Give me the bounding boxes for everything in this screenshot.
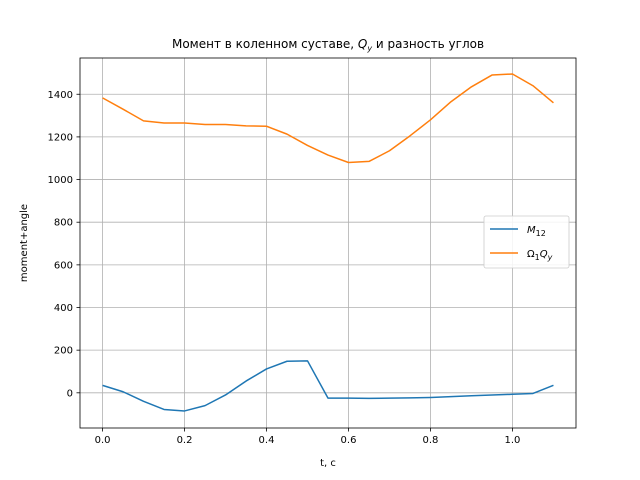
tick-labels: 0.0 0.2 0.4 0.6 0.8 1.0 0 200 400 600 800 1000 1200 1… — [48, 90, 521, 446]
x-tick-label: 0.6 — [341, 435, 357, 446]
y-tick-label: 400 — [54, 303, 73, 314]
y-tick-label: 600 — [54, 260, 73, 271]
x-tick-label: 0.0 — [95, 435, 111, 446]
x-tick-label: 0.2 — [177, 435, 193, 446]
plot-frame — [79, 57, 577, 429]
legend-box — [483, 215, 570, 269]
y-tick-label: 1000 — [48, 175, 73, 186]
y-tick-label: 800 — [54, 218, 73, 229]
x-tick-label: 0.4 — [259, 435, 275, 446]
x-axis-label: t, c — [320, 458, 336, 469]
y-tick-label: 1400 — [48, 90, 73, 101]
y-tick-label: 0 — [67, 388, 73, 399]
y-tick-label: 200 — [54, 346, 73, 357]
series-line-omega-qy — [102, 73, 554, 164]
y-tick-label: 1200 — [48, 132, 73, 143]
y-axis-label: moment+angle — [19, 204, 30, 282]
chart-title: Момент в коленном суставе, Qy и разность… — [172, 37, 484, 53]
x-tick-label: 0.8 — [423, 435, 439, 446]
series-line-m12 — [102, 360, 554, 412]
legend-label-omega-qy: Ω1Qy — [527, 249, 553, 262]
series-lines — [102, 73, 554, 412]
legend-label-m12: M12 — [527, 225, 546, 238]
legend: M12 Ω1Qy — [483, 215, 570, 269]
x-tick-label: 1.0 — [505, 435, 521, 446]
